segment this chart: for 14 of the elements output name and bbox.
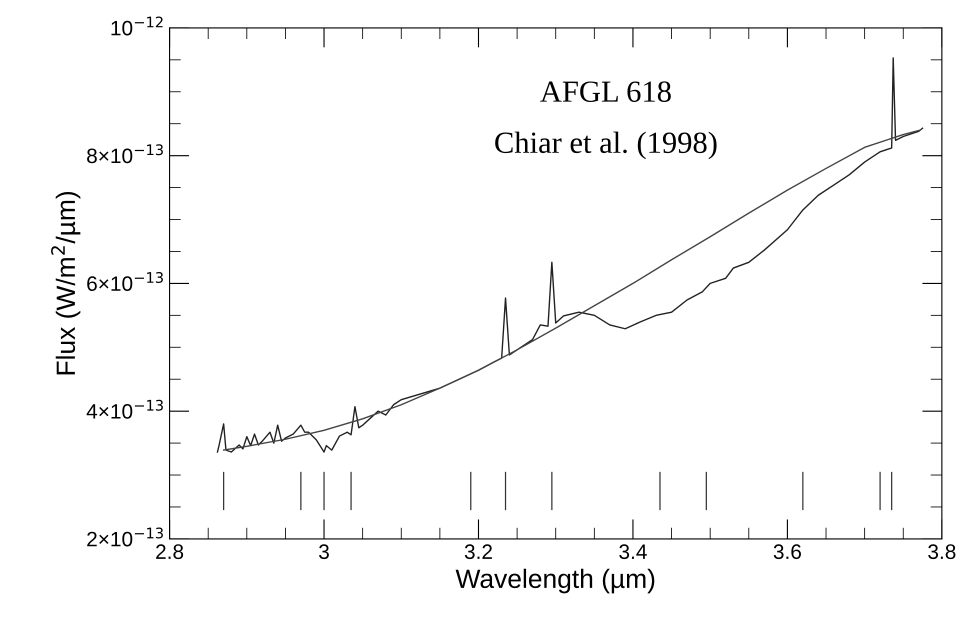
x-tick-label: 3.6 <box>774 544 801 560</box>
y-tick-label: 8×10$^{−13}$ <box>87 144 163 164</box>
y-tick-label: 10$^{−12}$ <box>112 16 163 36</box>
y-tick-label: 4×10$^{−13}$ <box>86 400 163 419</box>
x-tick-label: 3 <box>319 544 329 560</box>
x-tick-label: 3.2 <box>464 544 492 560</box>
annotation: AFGL 618 <box>540 81 671 102</box>
x-tick-label: 3.4 <box>619 544 647 560</box>
x-tick-label: 2.8 <box>156 544 184 560</box>
annotation: Chiar et al. (1998) <box>495 132 717 160</box>
x-tick-label: 3.8 <box>928 544 956 560</box>
y-axis-title: Flux (W/m$^{2}$/µm) <box>51 192 80 374</box>
x-axis-title: Wavelength (µm) <box>456 568 654 594</box>
y-tick-label: 6×10$^{−13}$ <box>87 272 163 291</box>
